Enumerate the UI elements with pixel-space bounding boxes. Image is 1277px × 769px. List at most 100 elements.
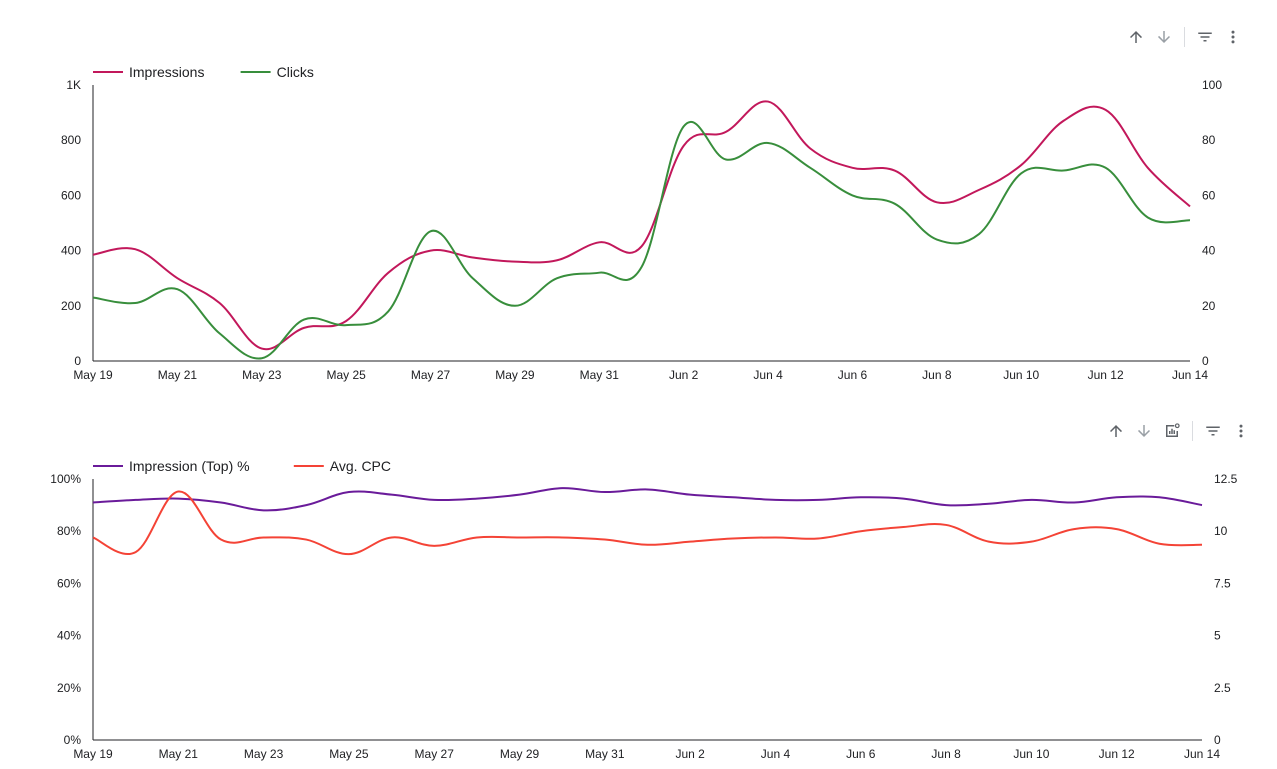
- data-point-clicks[interactable]: [90, 295, 96, 301]
- data-point-impressions[interactable]: [849, 165, 855, 171]
- data-point-impressions[interactable]: [681, 143, 687, 149]
- data-point-avg-cpc[interactable]: [261, 534, 267, 540]
- data-point-impressions[interactable]: [259, 346, 265, 352]
- data-point-clicks[interactable]: [976, 231, 982, 237]
- legend-item-avg-cpc[interactable]: Avg. CPC: [293, 458, 391, 474]
- more-options-button[interactable]: [1227, 417, 1255, 445]
- data-point-clicks[interactable]: [1103, 165, 1109, 171]
- data-point-impressions[interactable]: [934, 199, 940, 205]
- data-point-clicks[interactable]: [1018, 170, 1024, 176]
- data-point-avg-cpc[interactable]: [858, 528, 864, 534]
- data-point-impressions[interactable]: [1018, 162, 1024, 168]
- legend-item-impression-top[interactable]: Impression (Top) %: [93, 458, 250, 474]
- data-point-impressions[interactable]: [512, 259, 518, 265]
- data-point-avg-cpc[interactable]: [218, 537, 224, 543]
- data-point-clicks[interactable]: [259, 355, 265, 361]
- data-point-impression-top[interactable]: [1071, 499, 1077, 505]
- data-point-clicks[interactable]: [470, 275, 476, 281]
- sort-descending-button[interactable]: [1150, 23, 1178, 51]
- sort-descending-button[interactable]: [1130, 417, 1158, 445]
- data-point-impression-top[interactable]: [602, 489, 608, 495]
- chart-settings-button[interactable]: [1158, 417, 1186, 445]
- data-point-clicks[interactable]: [892, 201, 898, 207]
- data-point-impression-top[interactable]: [517, 492, 523, 498]
- data-point-impressions[interactable]: [639, 243, 645, 249]
- data-point-avg-cpc[interactable]: [1071, 526, 1077, 532]
- data-point-clicks[interactable]: [1187, 217, 1193, 223]
- data-point-impressions[interactable]: [892, 168, 898, 174]
- data-point-impressions[interactable]: [385, 270, 391, 276]
- filter-button[interactable]: [1199, 417, 1227, 445]
- data-point-impressions[interactable]: [132, 246, 138, 252]
- data-point-impression-top[interactable]: [645, 486, 651, 492]
- series-line-clicks[interactable]: [92, 121, 1191, 360]
- data-point-avg-cpc[interactable]: [474, 534, 480, 540]
- data-point-impression-top[interactable]: [175, 496, 181, 502]
- data-point-avg-cpc[interactable]: [900, 524, 906, 530]
- data-point-clicks[interactable]: [681, 123, 687, 129]
- data-point-clicks[interactable]: [343, 322, 349, 328]
- data-point-impression-top[interactable]: [559, 485, 565, 491]
- data-point-avg-cpc[interactable]: [389, 534, 395, 540]
- data-point-clicks[interactable]: [849, 192, 855, 198]
- data-point-impressions[interactable]: [217, 300, 223, 306]
- data-point-impression-top[interactable]: [1114, 494, 1120, 500]
- data-point-avg-cpc[interactable]: [517, 534, 523, 540]
- data-point-impression-top[interactable]: [261, 507, 267, 513]
- data-point-clicks[interactable]: [554, 275, 560, 281]
- series-line-impressions[interactable]: [92, 100, 1191, 351]
- data-point-avg-cpc[interactable]: [986, 539, 992, 545]
- data-point-avg-cpc[interactable]: [303, 537, 309, 543]
- data-point-clicks[interactable]: [132, 300, 138, 306]
- data-point-impressions[interactable]: [90, 252, 96, 258]
- data-point-impression-top[interactable]: [90, 499, 96, 505]
- data-point-impressions[interactable]: [765, 99, 771, 105]
- legend-item-impressions[interactable]: Impressions: [93, 64, 204, 80]
- data-point-clicks[interactable]: [301, 317, 307, 323]
- data-point-impressions[interactable]: [1145, 165, 1151, 171]
- data-point-avg-cpc[interactable]: [1156, 541, 1162, 547]
- data-point-clicks[interactable]: [428, 228, 434, 234]
- data-point-impressions[interactable]: [470, 255, 476, 261]
- data-point-avg-cpc[interactable]: [815, 536, 821, 542]
- data-point-avg-cpc[interactable]: [602, 537, 608, 543]
- data-point-impression-top[interactable]: [858, 494, 864, 500]
- data-point-impression-top[interactable]: [431, 497, 437, 503]
- data-point-avg-cpc[interactable]: [730, 536, 736, 542]
- data-point-avg-cpc[interactable]: [1114, 526, 1120, 532]
- data-point-clicks[interactable]: [217, 330, 223, 336]
- data-point-clicks[interactable]: [174, 286, 180, 292]
- data-point-impression-top[interactable]: [943, 502, 949, 508]
- data-point-impression-top[interactable]: [133, 497, 139, 503]
- data-point-clicks[interactable]: [807, 165, 813, 171]
- data-point-impression-top[interactable]: [687, 492, 693, 498]
- data-point-impression-top[interactable]: [900, 496, 906, 502]
- legend-item-clicks[interactable]: Clicks: [240, 64, 314, 80]
- data-point-avg-cpc[interactable]: [645, 542, 651, 548]
- filter-button[interactable]: [1191, 23, 1219, 51]
- data-point-impression-top[interactable]: [218, 499, 224, 505]
- data-point-avg-cpc[interactable]: [687, 539, 693, 545]
- data-point-avg-cpc[interactable]: [943, 522, 949, 528]
- data-point-impression-top[interactable]: [1199, 502, 1205, 508]
- data-point-impression-top[interactable]: [1028, 497, 1034, 503]
- sort-ascending-button[interactable]: [1102, 417, 1130, 445]
- data-point-impression-top[interactable]: [474, 496, 480, 502]
- data-point-avg-cpc[interactable]: [133, 549, 139, 555]
- data-point-clicks[interactable]: [723, 157, 729, 163]
- data-point-clicks[interactable]: [512, 303, 518, 309]
- data-point-avg-cpc[interactable]: [1199, 542, 1205, 548]
- data-point-impressions[interactable]: [723, 129, 729, 135]
- data-point-clicks[interactable]: [1145, 214, 1151, 220]
- data-point-impressions[interactable]: [554, 257, 560, 263]
- data-point-avg-cpc[interactable]: [90, 534, 96, 540]
- data-point-avg-cpc[interactable]: [175, 489, 181, 495]
- data-point-impression-top[interactable]: [730, 494, 736, 500]
- data-point-clicks[interactable]: [639, 264, 645, 270]
- data-point-impression-top[interactable]: [303, 502, 309, 508]
- data-point-clicks[interactable]: [1060, 168, 1066, 174]
- data-point-avg-cpc[interactable]: [1028, 539, 1034, 545]
- data-point-avg-cpc[interactable]: [559, 534, 565, 540]
- data-point-impression-top[interactable]: [1156, 494, 1162, 500]
- data-point-impressions[interactable]: [1187, 203, 1193, 209]
